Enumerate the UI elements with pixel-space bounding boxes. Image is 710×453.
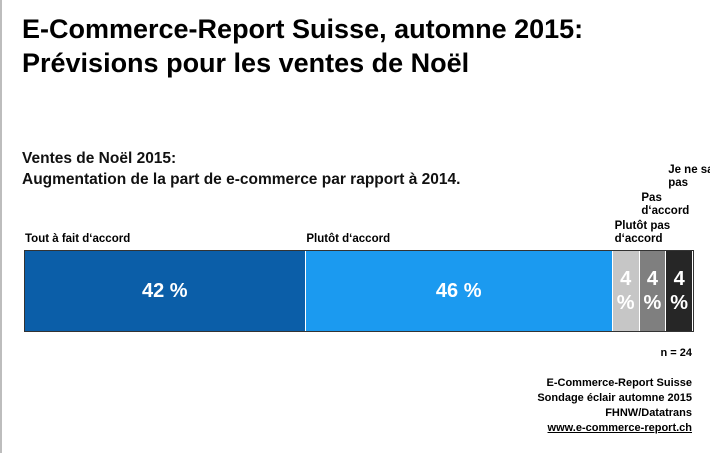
category-label: Plutôt d‘accord <box>306 233 391 245</box>
source: Sondage éclair automne 2015 <box>537 392 692 404</box>
value-label: 4 % <box>616 268 635 314</box>
subtitle: Ventes de Noël 2015: <box>22 150 177 167</box>
stacked-bar: 42 % 46 % 4 % 4 % 4 % <box>24 250 694 332</box>
category-label: Je ne sais pas <box>668 164 710 189</box>
bar-segment: 4 % <box>639 251 667 331</box>
bar-segment: 4 % <box>666 251 693 331</box>
sample-size: n = 24 <box>660 347 693 359</box>
bar-segment: 42 % <box>25 251 306 331</box>
title: E-Commerce-Report Suisse, automne 2015: <box>22 14 584 44</box>
value-label: 4 % <box>670 268 689 314</box>
source: E-Commerce-Report Suisse <box>546 377 693 389</box>
value-label: 42 % <box>141 280 188 302</box>
source-url: www.e-commerce-report.ch <box>547 422 692 434</box>
subtitle: Augmentation de la part de e-commerce pa… <box>22 171 461 188</box>
bar-segment: 4 % <box>612 251 640 331</box>
bar-segment: 46 % <box>305 251 613 331</box>
category-label: Tout à fait d‘accord <box>25 233 131 245</box>
category-label: Plutôt pas d‘accord <box>614 220 671 245</box>
source: FHNW/Datatrans <box>605 407 692 419</box>
title: Prévisions pour les ventes de Noël <box>22 48 470 78</box>
value-label: 46 % <box>435 280 482 302</box>
category-label: Pas d‘accord <box>641 192 690 217</box>
value-label: 4 % <box>643 268 662 314</box>
